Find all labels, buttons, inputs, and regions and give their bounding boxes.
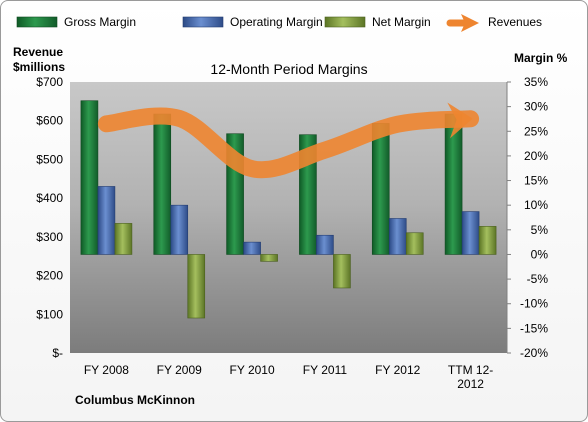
legend-label-net-margin: Net Margin <box>372 15 431 29</box>
legend-swatch-operating-margin <box>182 16 224 28</box>
y-right-tick-label: 10% <box>524 198 548 212</box>
company-name: Columbus McKinnon <box>75 393 195 407</box>
y-left-tick-label: $700 <box>36 75 63 89</box>
x-tick-label: FY 2010 <box>230 363 275 377</box>
legend-label-operating-margin: Operating Margin <box>230 15 323 29</box>
y-left-tick-label: $100 <box>36 307 63 321</box>
bar-net-margin <box>405 232 424 255</box>
y-left-tick-label: $600 <box>36 114 63 128</box>
legend-label-revenues: Revenues <box>488 15 542 29</box>
y-right-tick-label: -5% <box>527 272 549 286</box>
x-tick-label: TTM 12- <box>448 363 493 377</box>
y-left-label-line1: Revenue <box>13 45 63 59</box>
legend-item-operating-margin: Operating Margin <box>182 15 323 29</box>
bar-gross-margin <box>444 113 463 255</box>
legend-item-revenues: Revenues <box>446 14 542 32</box>
y-right-tick-label: 20% <box>524 149 548 163</box>
y-right-tick-label: 35% <box>524 75 548 89</box>
bar-operating-margin <box>461 211 480 255</box>
revenues-line <box>97 102 480 179</box>
bar-gross-margin <box>153 113 172 255</box>
y-left-tick-label: $200 <box>36 269 63 283</box>
legend-swatch-revenues-arrowhead <box>461 14 479 32</box>
y-right-axis: -20% -15% -10% -5% 0% 5% 10% 15% 20% 25% 30% 35% <box>506 75 549 360</box>
bar-net-margin <box>114 223 133 255</box>
y-left-axis: $- $100 $200 $300 $400 $500 $600 $700 <box>36 75 63 360</box>
legend-swatch-net-margin <box>324 16 366 28</box>
y-right-tick-label: 15% <box>524 174 548 188</box>
y-left-label-line2: $millions <box>13 60 65 74</box>
bar-gross-margin <box>371 123 390 255</box>
y-left-tick-label: $500 <box>36 152 63 166</box>
y-right-tick-label: 0% <box>531 247 549 261</box>
bar-net-margin <box>187 254 206 319</box>
bar-operating-margin <box>97 186 116 255</box>
chart-title: 12-Month Period Margins <box>210 61 367 77</box>
y-right-tick-label: 25% <box>524 124 548 138</box>
x-tick-label: 2012 <box>457 377 484 391</box>
y-right-tick-label: -15% <box>520 321 548 335</box>
bar-operating-margin <box>316 234 334 255</box>
y-left-tick-label: $- <box>52 346 63 360</box>
legend-label-gross-margin: Gross Margin <box>64 15 136 29</box>
y-right-tick-label: 30% <box>524 100 548 114</box>
legend: Gross Margin Operating Margin Net Margin… <box>16 14 542 32</box>
bar-operating-margin <box>170 204 189 255</box>
bar-gross-margin <box>80 100 99 255</box>
y-right-label: Margin % <box>514 51 568 65</box>
bar-operating-margin <box>243 241 261 255</box>
x-axis: FY 2008 FY 2009 FY 2010 FY 2011 FY 2012 TTM 1… <box>84 363 493 391</box>
legend-item-gross-margin: Gross Margin <box>16 15 136 29</box>
y-left-tick-label: $300 <box>36 230 63 244</box>
bar-net-margin <box>260 254 278 262</box>
legend-swatch-gross-margin <box>16 16 58 28</box>
y-right-tick-label: -20% <box>520 346 548 360</box>
bar-net-margin <box>333 254 351 289</box>
x-tick-label: FY 2012 <box>375 363 420 377</box>
bar-net-margin <box>478 226 497 255</box>
x-tick-label: FY 2008 <box>84 363 129 377</box>
bar-series <box>80 100 497 319</box>
x-tick-label: FY 2009 <box>157 363 202 377</box>
legend-item-net-margin: Net Margin <box>324 15 431 29</box>
y-left-tick-label: $400 <box>36 191 63 205</box>
x-tick-label: FY 2011 <box>303 363 348 377</box>
y-right-tick-label: -10% <box>520 297 548 311</box>
bar-operating-margin <box>388 218 407 255</box>
y-right-tick-label: 5% <box>531 223 549 237</box>
